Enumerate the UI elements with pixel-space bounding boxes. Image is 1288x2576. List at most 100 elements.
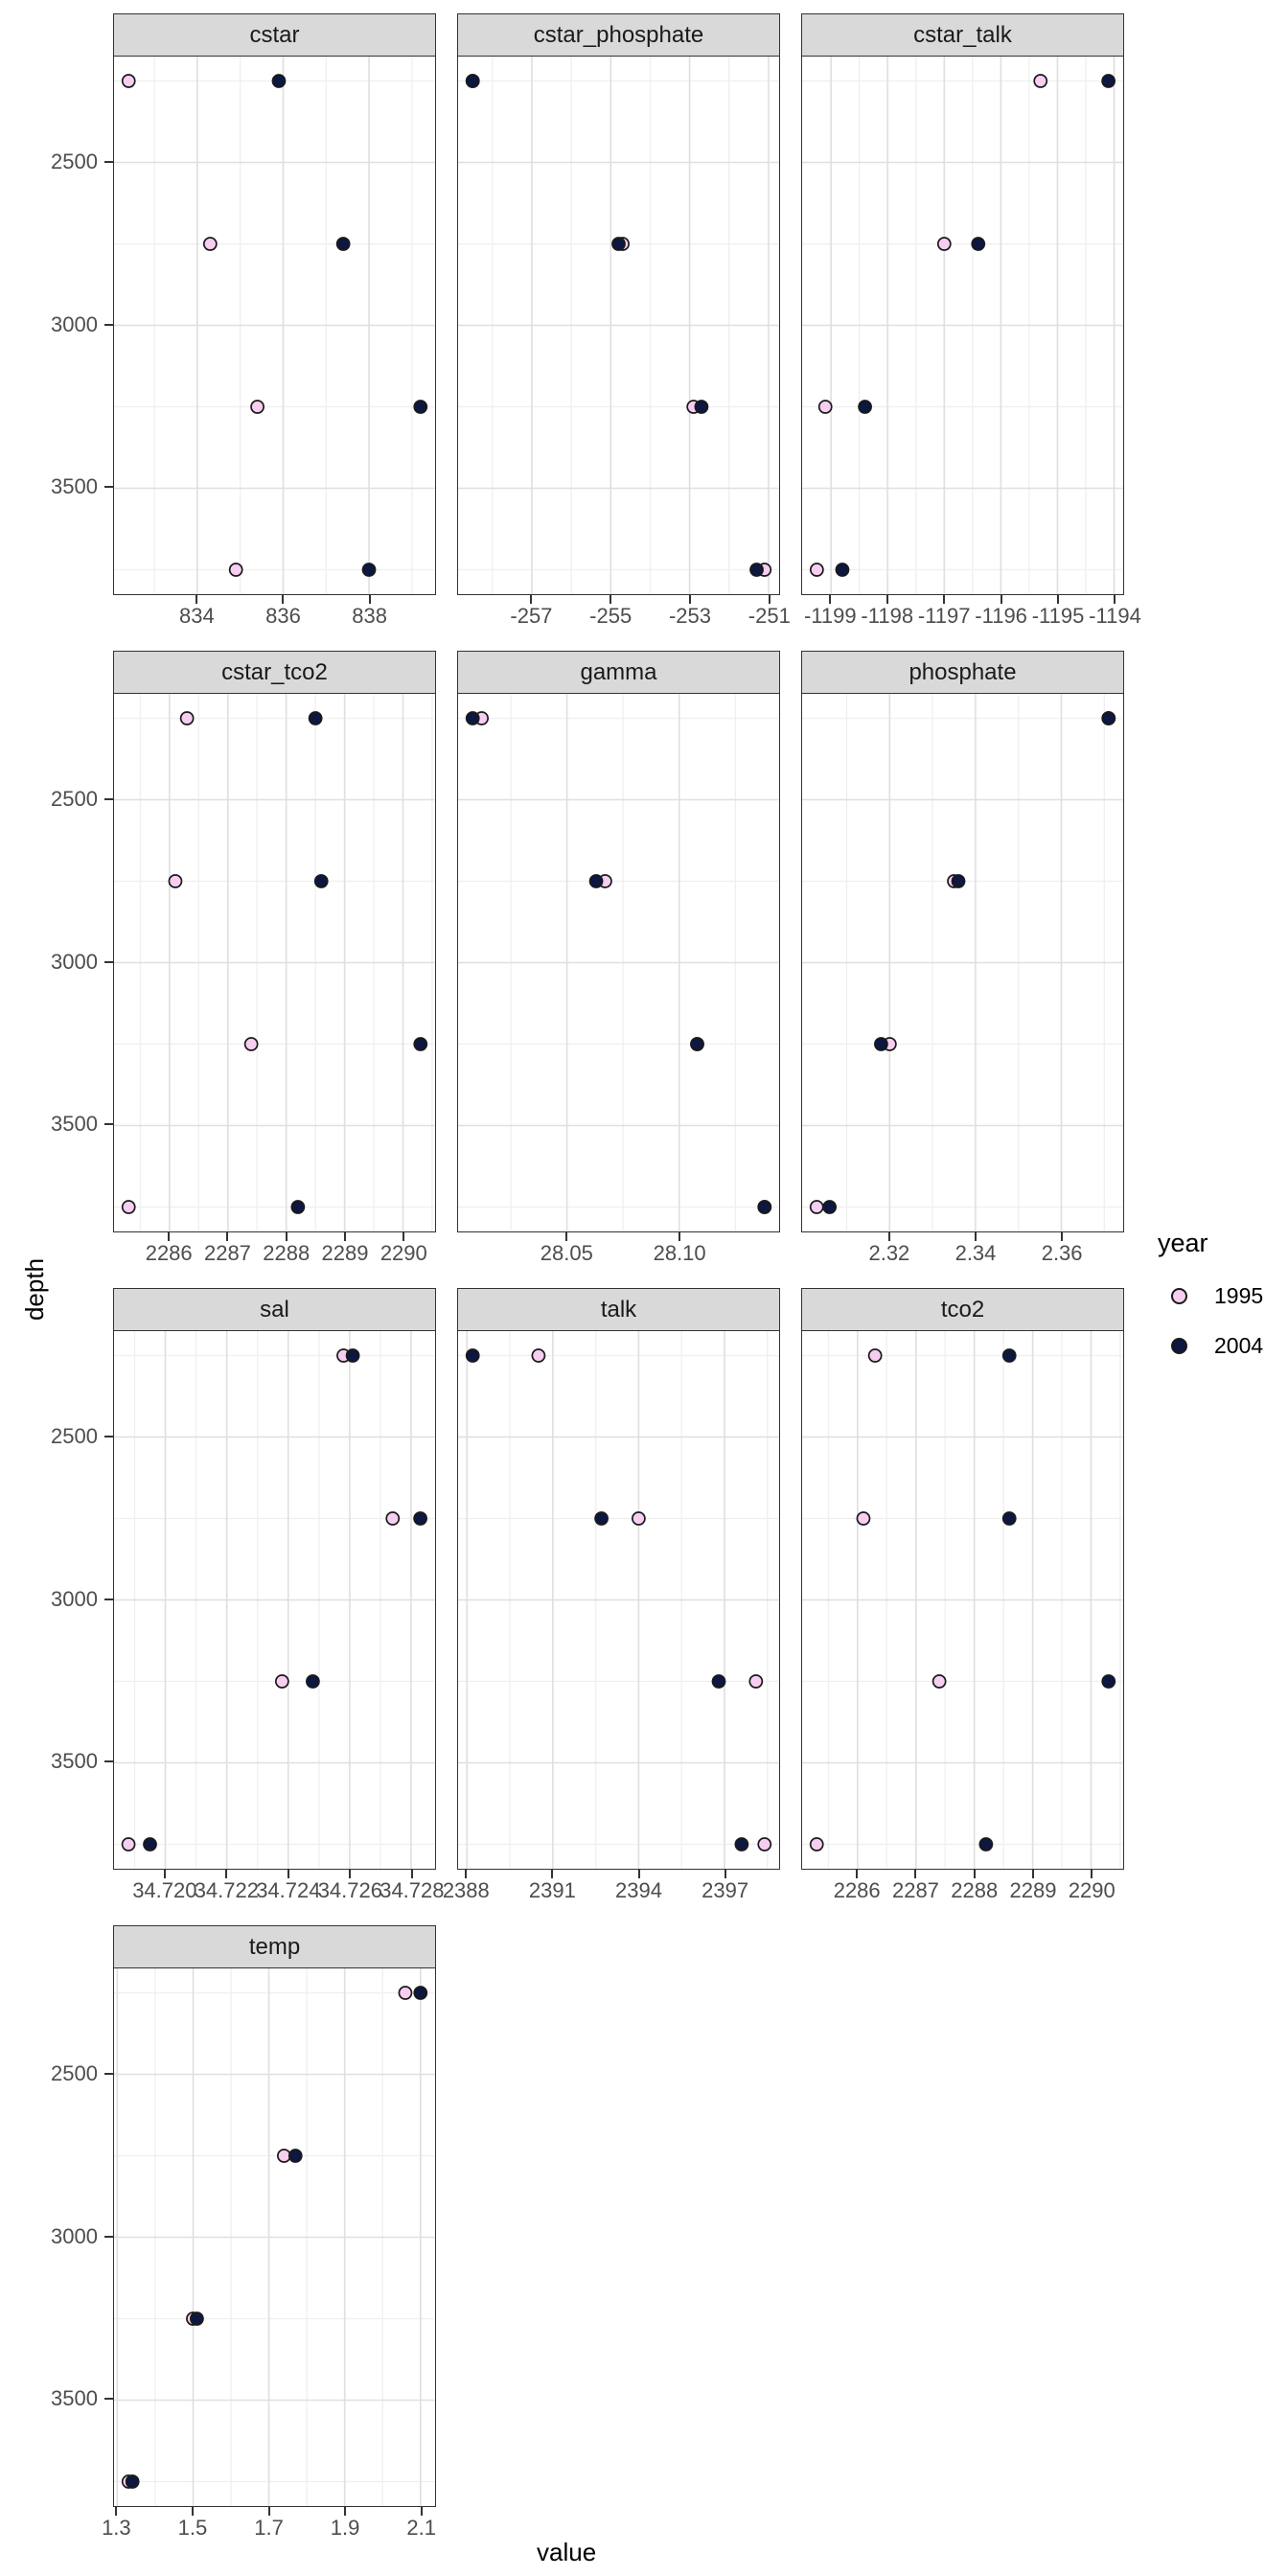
point-2004 [594,1511,609,1526]
point-1995 [121,1200,136,1214]
point-2004 [822,1200,838,1214]
point-2004 [465,1348,480,1363]
facet-panel-sal [113,1331,436,1870]
x-tick-mark [1061,1232,1064,1241]
point-1995 [936,237,952,251]
x-tick-label: 2286 [833,1878,881,1902]
point-1995 [932,1674,947,1689]
y-tick-mark [104,323,113,326]
point-2004 [588,874,604,888]
x-axis-cstar_talk: -1199 -1198 -1197 -1196 -1195 -1194 [801,595,1141,633]
facet-strip-cstar_talk: cstar_talk [801,13,1124,57]
x-tick-label: 34.722 [194,1878,259,1902]
point-2004 [1001,1348,1017,1363]
y-tick-mark [104,2073,113,2076]
x-tick-label: 2288 [951,1878,999,1902]
x-tick-mark [678,1232,681,1241]
x-tick-mark [115,2507,118,2516]
point-1995 [757,1837,772,1852]
x-tick-label: 834 [179,604,215,628]
x-tick-label: 2290 [380,1241,427,1265]
x-tick-mark [196,595,198,604]
x-tick-mark [168,1232,171,1241]
x-tick-label: 1.3 [102,2516,131,2540]
x-tick-label: -1194 [1089,604,1141,628]
facet-panel-phosphate [801,694,1124,1232]
x-tick-mark [344,1232,347,1241]
point-1995 [179,711,195,725]
x-tick-mark [886,595,888,604]
x-tick-mark [287,1870,289,1878]
x-axis-gamma: 28.05 28.10 [457,1232,780,1271]
facet-strip-talk: talk [457,1288,780,1331]
x-tick-label: -1198 [861,604,914,628]
x-axis-cstar_tco2: 2286 2287 2288 2289 2290 [113,1232,436,1271]
y-axis: 2500 3000 3500 [0,1925,113,2545]
point-2004 [694,400,709,414]
x-tick-mark [724,1870,726,1878]
point-1995 [228,563,243,577]
x-axis-talk: 2388 2391 2394 2397 [443,1870,780,1908]
x-tick-label: -1197 [917,604,971,628]
x-tick-mark [856,1870,859,1878]
point-2004 [1001,1511,1017,1526]
x-tick-mark [349,1870,352,1878]
x-tick-label: 1.5 [177,2516,208,2540]
x-tick-label: 28.05 [540,1241,593,1265]
point-2004 [413,400,428,414]
x-tick-label: 2287 [203,1241,251,1265]
point-2004 [874,1037,888,1051]
point-2004 [971,237,986,251]
point-1995 [202,237,218,251]
point-2004 [1101,74,1116,88]
facet-row: 2500 3000 3500 cstar 834 836 838 cstar_phosphat… [0,13,1145,633]
x-tick-mark [420,2507,423,2516]
facet-grid: 2500 3000 3500 cstar 834 836 838 cstar_phosphat… [0,13,1145,2563]
y-tick-label: 2500 [51,1424,98,1449]
legend-item-1995: 1995 [1158,1281,1284,1310]
point-1995 [243,1037,259,1051]
point-1995 [856,1511,871,1526]
facet-strip-cstar_phosphate: cstar_phosphate [457,13,780,57]
facet-panel-temp [113,1968,436,2507]
point-1995 [748,1674,764,1689]
facet-cstar_talk: cstar_talk -1199 -1198 -1197 -1196 -1195 -1194 [801,13,1141,633]
x-tick-mark [410,1870,413,1878]
point-2004 [306,1674,320,1689]
x-tick-label: -255 [589,604,632,628]
legend-item-label: 2004 [1214,1332,1264,1358]
facet-panel-cstar_tco2 [113,694,436,1232]
x-tick-label: 2289 [1009,1878,1057,1902]
x-tick-label: 2286 [145,1241,193,1265]
x-tick-mark [914,1870,917,1878]
point-2004 [125,2474,140,2489]
y-tick-label: 3500 [51,1111,98,1136]
x-tick-label: -251 [748,604,791,628]
point-2004 [308,711,323,725]
x-tick-mark [163,1870,166,1878]
point-2004 [465,711,480,725]
x-tick-label: -1195 [1031,604,1085,628]
x-tick-label: 34.726 [317,1878,382,1902]
legend-swatch-1995-icon [1171,1287,1187,1304]
x-tick-mark [1114,595,1116,604]
x-tick-mark [226,1232,229,1241]
facet-strip-sal: sal [113,1288,436,1331]
facet-tco2: tco2 2286 2287 2288 2289 2290 [801,1288,1124,1908]
point-2004 [749,563,764,577]
x-tick-label: 2388 [442,1878,490,1902]
facet-sal: sal 34.720 34.722 34.724 34.726 34.728 [113,1288,445,1908]
x-tick-label: -1196 [975,604,1027,628]
point-2004 [361,563,377,577]
x-tick-mark [610,595,612,604]
x-tick-label: 2.36 [1041,1241,1083,1265]
x-tick-label: 2.1 [406,2516,436,2540]
x-tick-mark [285,1232,288,1241]
point-1995 [168,874,183,888]
y-tick-mark [104,960,113,963]
facet-strip-cstar_tco2: cstar_tco2 [113,651,436,694]
y-tick-mark [104,1122,113,1125]
x-tick-mark [465,1870,468,1878]
x-tick-label: 1.7 [254,2516,284,2540]
facet-gamma: gamma 28.05 28.10 [457,651,780,1271]
